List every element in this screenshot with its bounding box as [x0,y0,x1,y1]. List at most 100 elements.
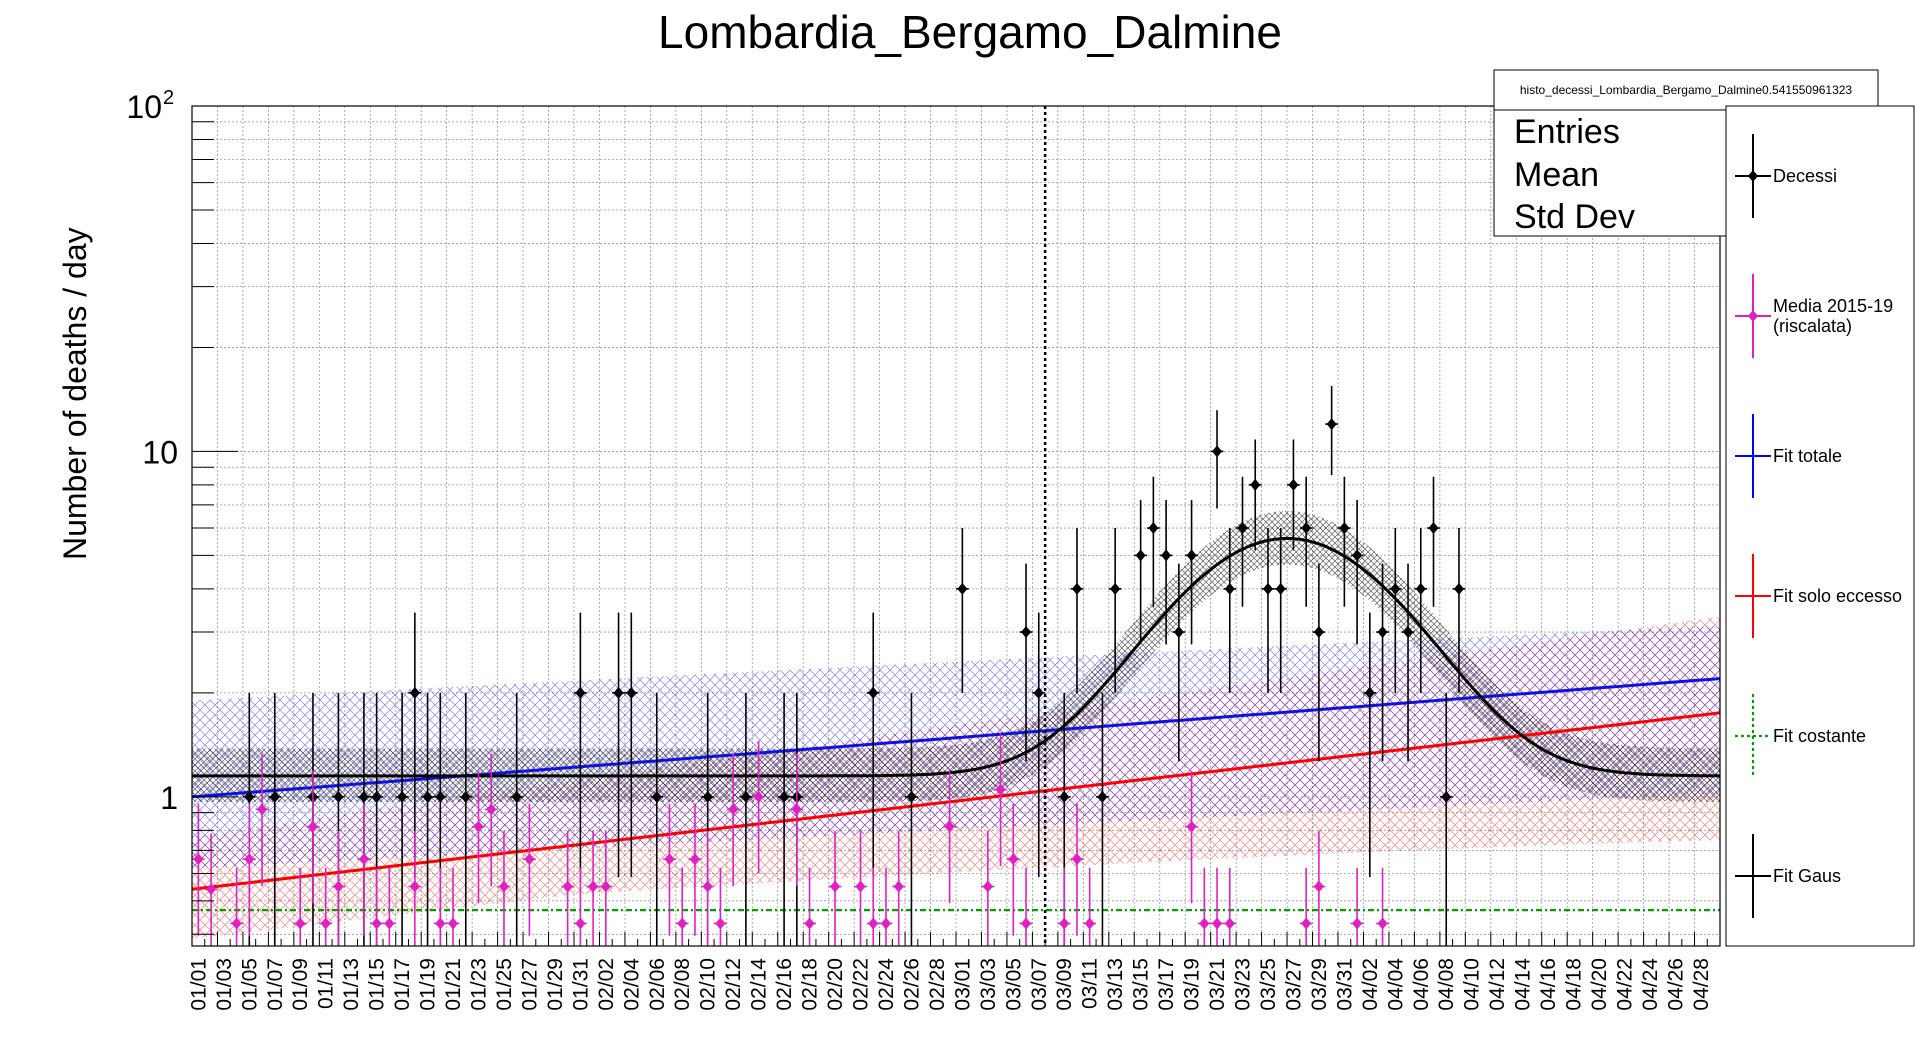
marker-diamond [575,686,586,699]
point-decessi [1210,410,1224,509]
x-tick-label: 01/31 [569,958,592,1011]
point-media-2015-19 [561,830,574,946]
marker-diamond [702,790,713,803]
point-media-2015-19 [242,803,256,936]
point-media-2015-19 [1006,803,1020,936]
marker-diamond [371,917,382,930]
point-decessi [1185,499,1198,645]
point-decessi [612,612,625,878]
x-tick-label: 02/08 [671,958,694,1011]
point-media-2015-19 [1210,867,1224,946]
point-decessi [739,692,753,946]
point-media-2015-19 [383,867,396,946]
fit-solo-eccesso-line [191,711,1721,891]
marker-diamond [1199,917,1210,930]
point-decessi [1363,612,1377,878]
marker-diamond [1313,880,1324,893]
x-tick-label: 02/14 [748,958,771,1011]
marker-diamond [1059,790,1070,803]
marker-diamond [333,880,344,893]
marker-diamond [1008,853,1019,866]
x-axis: 01/01 01/03 01/05 01/07 01/09 01/11 01/13 01/15… [187,932,1721,1011]
marker-diamond [244,790,255,803]
point-decessi [1401,563,1415,762]
marker-diamond [613,686,624,699]
x-tick-label: 04/06 [1410,958,1433,1011]
point-decessi [1299,476,1313,607]
point-media-2015-19 [446,867,460,946]
marker-diamond [575,917,586,930]
point-media-2015-19 [586,830,600,946]
point-media-2015-19 [370,867,383,946]
marker-diamond [269,790,280,803]
marker-diamond [486,803,497,816]
marker-diamond [1237,522,1248,535]
x-tick-label: 04/28 [1690,958,1713,1011]
point-decessi [1172,563,1186,762]
marker-diamond [689,853,700,866]
point-media-2015-19 [1312,830,1326,946]
marker-diamond [1224,582,1235,595]
x-tick-label: 02/24 [875,958,898,1011]
marker-diamond [358,853,369,866]
point-media-2015-19 [230,867,243,946]
marker-diamond [855,880,866,893]
point-media-2015-19 [1197,867,1211,946]
y-tick-label-exponent: 2 [163,87,174,109]
x-tick-label: 01/11 [315,958,338,1009]
legend-label: Decessi [1773,166,1837,186]
marker-diamond [1415,582,1426,595]
marker-diamond [422,790,433,803]
point-media-2015-19 [981,830,995,946]
point-media-2015-19 [866,867,880,946]
marker-diamond [1173,626,1184,639]
marker-diamond [1301,522,1312,535]
x-tick-label: 02/12 [722,958,745,1011]
marker-diamond [626,686,637,699]
point-decessi [268,692,282,946]
marker-diamond [779,790,790,803]
marker-diamond [1021,626,1032,639]
marker-diamond [1441,790,1452,803]
x-tick-label: 03/25 [1257,958,1280,1011]
marker-diamond [588,880,599,893]
point-decessi [510,692,524,946]
point-decessi [1274,528,1288,693]
legend-item: Fit totale [1735,414,1842,498]
marker-diamond [906,790,917,803]
point-decessi [421,692,434,946]
x-tick-label: 02/16 [773,958,796,1011]
x-tick-label: 03/29 [1308,958,1331,1011]
point-decessi [956,528,969,693]
y-tick-label: 1 [160,780,178,816]
x-tick-label: 04/16 [1537,958,1560,1011]
marker-diamond [868,686,879,699]
legend-item: Fit solo eccesso [1735,554,1902,638]
x-tick-label: 04/22 [1614,958,1637,1011]
legend-label: Media 2015-19 [1773,296,1893,316]
point-media-2015-19 [1083,867,1097,946]
marker-diamond [435,917,446,930]
x-tick-label: 04/08 [1435,958,1458,1011]
marker-diamond [1301,917,1312,930]
x-tick-label: 01/15 [366,958,389,1011]
point-media-2015-19 [357,803,371,936]
marker-diamond [244,853,255,866]
point-media-2015-19 [1019,867,1033,946]
x-tick-label: 03/11 [1079,958,1102,1009]
marker-diamond [1352,549,1363,562]
point-decessi [1338,476,1351,607]
x-tick-label: 01/25 [493,958,516,1011]
point-media-2015-19 [994,733,1007,867]
legend-item: Fit Gaus [1735,834,1841,918]
point-media-2015-19 [293,867,307,946]
stats-row-entries: Entries [1514,113,1620,151]
marker-diamond [1186,820,1197,833]
marker-diamond [982,880,993,893]
stats-box-name: histo_decessi_Lombardia_Bergamo_Dalmine0… [1520,83,1853,97]
marker-diamond [473,820,484,833]
stats-row-mean: Mean [1514,156,1599,194]
point-media-2015-19 [484,753,498,886]
point-decessi [650,692,664,946]
